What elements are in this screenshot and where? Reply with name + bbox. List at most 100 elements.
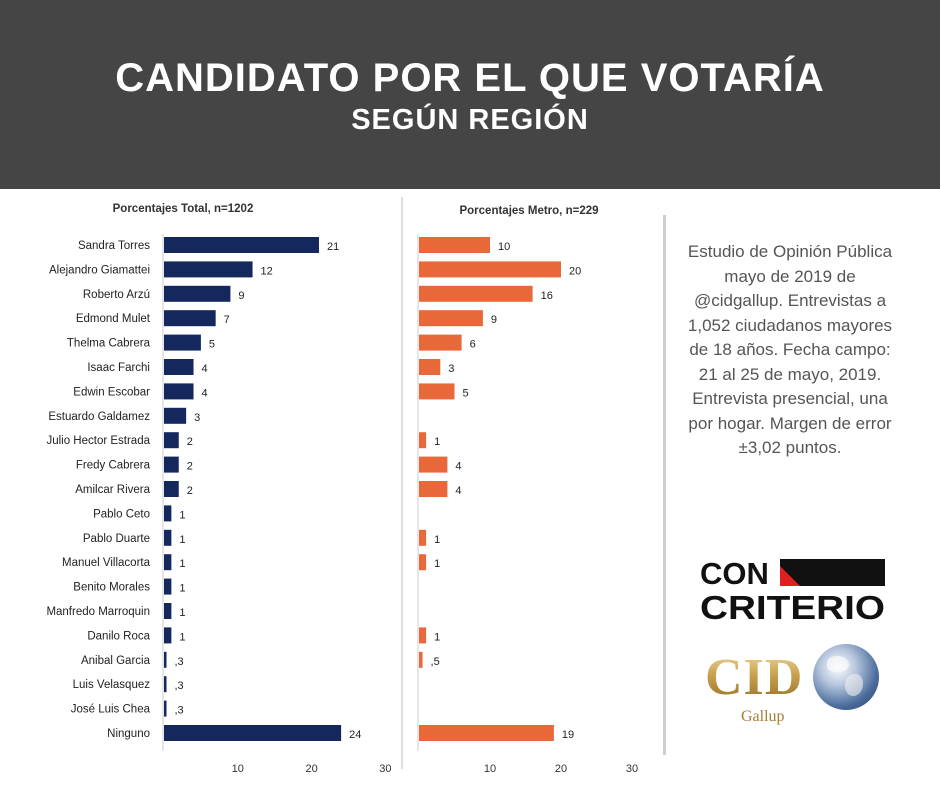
bar-total	[164, 285, 231, 302]
study-note: Estudio de Opinión Pública mayo de 2019 …	[687, 242, 893, 457]
category-label: Thelma Cabrera	[67, 338, 151, 350]
bar-total	[164, 334, 201, 351]
bar-total	[164, 481, 179, 497]
value-label-metro: 1	[434, 631, 440, 643]
bar-total	[164, 432, 179, 449]
category-label: Amilcar Rivera	[75, 484, 150, 496]
value-label-total: 1	[179, 607, 185, 619]
logo-text-criterio: CRITERIO	[700, 589, 885, 622]
logo-text-cid: CID	[705, 649, 804, 706]
bar-total	[164, 359, 194, 375]
logo-black-bar	[780, 559, 885, 586]
bar-total	[164, 237, 319, 253]
category-label: Edwin Escobar	[73, 386, 150, 398]
bar-total	[164, 554, 172, 571]
value-label-total: 21	[327, 241, 339, 253]
chart-title-metro: Porcentajes Metro, n=229	[459, 205, 598, 217]
value-label-total: 4	[202, 387, 208, 399]
category-label: Alejandro Giamattei	[49, 264, 150, 276]
category-label: Ninguno	[107, 728, 150, 740]
value-label-metro: 1	[434, 534, 440, 546]
bar-total	[164, 676, 167, 693]
bar-total	[164, 700, 167, 717]
category-label: Roberto Arzú	[83, 289, 150, 301]
bar-total	[164, 725, 342, 741]
logo-text-con: CON	[700, 558, 769, 591]
bar-total	[164, 578, 172, 595]
bar-metro	[419, 261, 561, 278]
value-label-metro: 1	[434, 436, 440, 448]
tick-label-metro: 20	[555, 763, 567, 775]
bar-metro	[419, 383, 455, 400]
value-label-metro: 9	[491, 314, 497, 326]
value-label-metro: 4	[455, 461, 461, 473]
value-label-metro: 3	[448, 363, 454, 375]
value-label-total: 5	[209, 339, 215, 351]
value-label-total: 4	[202, 363, 208, 375]
bar-metro	[419, 481, 448, 497]
value-label-total: 2	[187, 461, 193, 473]
tick-label-total: 10	[232, 763, 244, 775]
value-label-metro: 19	[562, 729, 574, 741]
category-label: Anibal Garcia	[81, 655, 151, 667]
bar-total	[164, 505, 172, 522]
bar-metro	[419, 334, 462, 351]
value-label-total: 2	[187, 485, 193, 497]
value-label-total: ,3	[175, 680, 184, 692]
category-label: Manfredo Marroquin	[46, 606, 150, 618]
bar-total	[164, 651, 167, 668]
bar-metro	[419, 359, 441, 375]
category-label: Danilo Roca	[87, 630, 150, 642]
value-label-total: 1	[179, 558, 185, 570]
category-label: Isaac Farchi	[87, 362, 150, 374]
value-label-total: 1	[179, 631, 185, 643]
bar-metro	[419, 285, 533, 302]
tick-label-total: 30	[379, 763, 391, 775]
category-label: Pablo Duarte	[83, 533, 150, 545]
value-label-total: ,3	[175, 705, 184, 717]
bar-charts: Porcentajes Total, n=1202 Porcentajes Me…	[46, 197, 638, 775]
category-label: Fredy Cabrera	[76, 460, 151, 472]
category-label: Edmond Mulet	[76, 313, 151, 325]
cid-gallup-logo: CID Gallup	[705, 642, 885, 732]
value-label-metro: 4	[455, 485, 461, 497]
category-label: José Luis Chea	[71, 704, 151, 716]
category-label: Pablo Ceto	[93, 508, 150, 520]
category-label: Benito Morales	[73, 582, 150, 594]
concriterio-logo: CON CRITERIO	[700, 558, 885, 622]
value-label-total: 1	[179, 583, 185, 595]
value-label-metro: 16	[541, 290, 553, 302]
bar-total	[164, 529, 172, 546]
value-label-metro: 5	[463, 387, 469, 399]
series-metro: 10 20 16 9 6 35 1 4 4 1 1 1 ,5 19 10 20 30	[419, 237, 638, 775]
logo-text-gallup: Gallup	[741, 708, 785, 725]
tick-label-metro: 30	[626, 763, 638, 775]
bar-total	[164, 407, 187, 424]
vertical-divider	[663, 215, 666, 755]
bar-total	[164, 310, 216, 327]
bar-total	[164, 261, 253, 278]
page-title: CANDIDATO POR EL QUE VOTARÍA	[115, 56, 825, 100]
tick-label-metro: 10	[484, 763, 496, 775]
value-label-total: ,3	[175, 656, 184, 668]
bar-metro	[419, 310, 483, 327]
bar-metro	[419, 554, 427, 571]
category-label: Estuardo Galdamez	[48, 411, 150, 423]
category-label: Sandra Torres	[78, 240, 150, 252]
globe-icon	[813, 644, 879, 710]
value-label-total: 3	[194, 412, 200, 424]
value-label-metro: 1	[434, 558, 440, 570]
category-label: Julio Hector Estrada	[46, 435, 150, 447]
bar-total	[164, 456, 179, 473]
value-label-total: 7	[224, 314, 230, 326]
value-label-metro: 6	[470, 339, 476, 351]
bar-metro	[419, 529, 427, 546]
bar-metro	[419, 627, 427, 644]
value-label-total: 1	[179, 534, 185, 546]
value-label-total: 24	[349, 729, 361, 741]
chart-title-total: Porcentajes Total, n=1202	[113, 203, 254, 215]
bar-metro	[419, 725, 554, 741]
category-label: Manuel Villacorta	[62, 557, 151, 569]
bar-total	[164, 383, 194, 400]
